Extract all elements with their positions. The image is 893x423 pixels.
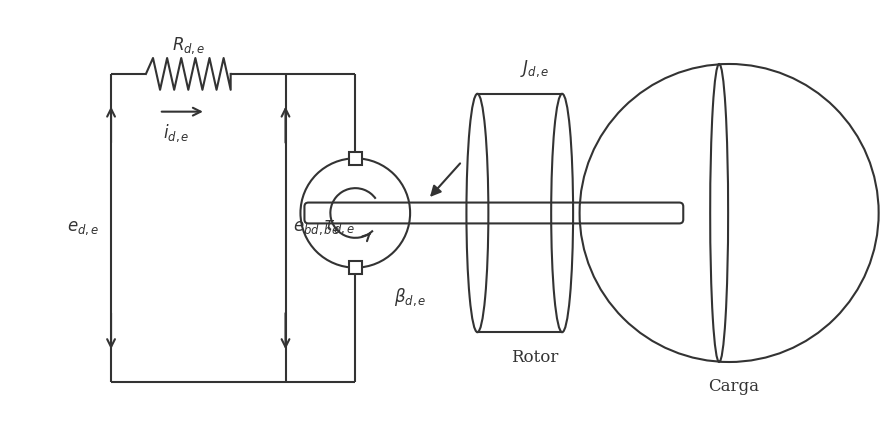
Bar	[349, 152, 362, 165]
Bar	[349, 261, 362, 274]
Text: $J_{d,e}$: $J_{d,e}$	[520, 59, 549, 79]
Text: $i_{d,e}$: $i_{d,e}$	[163, 123, 189, 144]
Text: $\tau_{d,e}$: $\tau_{d,e}$	[323, 218, 355, 236]
Text: $R_{d,e}$: $R_{d,e}$	[171, 36, 205, 56]
Text: Rotor: Rotor	[511, 349, 558, 365]
Text: $e_{bd,be}$: $e_{bd,be}$	[294, 219, 340, 237]
Text: Carga: Carga	[709, 378, 760, 396]
FancyBboxPatch shape	[305, 203, 683, 223]
Text: $\beta_{d,e}$: $\beta_{d,e}$	[394, 287, 427, 308]
Text: $e_{d,e}$: $e_{d,e}$	[67, 219, 99, 237]
